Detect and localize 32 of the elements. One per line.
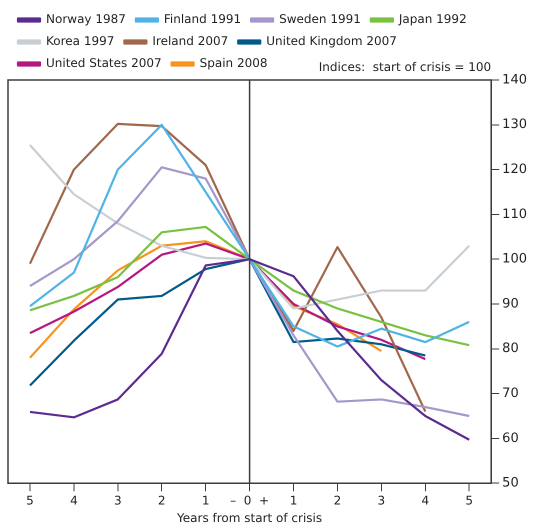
legend-label: Spain 2008	[200, 56, 268, 70]
x-tick-label: 1	[202, 494, 210, 508]
y-tick-label: 100	[502, 252, 528, 267]
x-tick-label: 5	[26, 494, 34, 508]
legend-label: Sweden 1991	[279, 12, 361, 26]
legend-label: Norway 1987	[46, 12, 126, 26]
x-tick-label: 3	[114, 494, 122, 508]
x-axis-title: Years from start of crisis	[176, 510, 322, 525]
text: Indices: start of crisis = 100	[318, 60, 492, 74]
y-tick-label: 120	[502, 162, 528, 177]
legend-label: Ireland 2007	[152, 34, 228, 48]
legend-label: Japan 1992	[398, 12, 467, 26]
x-tick-label: 1	[290, 494, 298, 508]
y-tick-label: 140	[502, 72, 528, 88]
x-tick-label: – 0 +	[230, 494, 270, 508]
y-tick-label: 90	[502, 296, 519, 312]
legend-label: United Kingdom 2007	[266, 34, 397, 48]
x-tick-label: 5	[465, 494, 474, 508]
y-tick-label: 50	[502, 476, 519, 491]
y-tick-label: 60	[502, 430, 519, 446]
legend-label: Finland 1991	[164, 12, 242, 26]
x-tick-label: 4	[70, 494, 78, 508]
y-tick-label: 70	[502, 386, 519, 401]
y-tick-label: 80	[502, 341, 519, 356]
x-tick-label: 4	[421, 494, 430, 508]
legend-label: Korea 1997	[46, 34, 114, 48]
x-tick-label: 2	[334, 494, 342, 508]
x-tick-label: 2	[158, 494, 166, 508]
y-tick-label: 130	[502, 117, 528, 132]
y-tick-label: 110	[502, 206, 528, 222]
legend-label: United States 2007	[46, 56, 162, 70]
x-tick-label: 3	[378, 494, 386, 508]
